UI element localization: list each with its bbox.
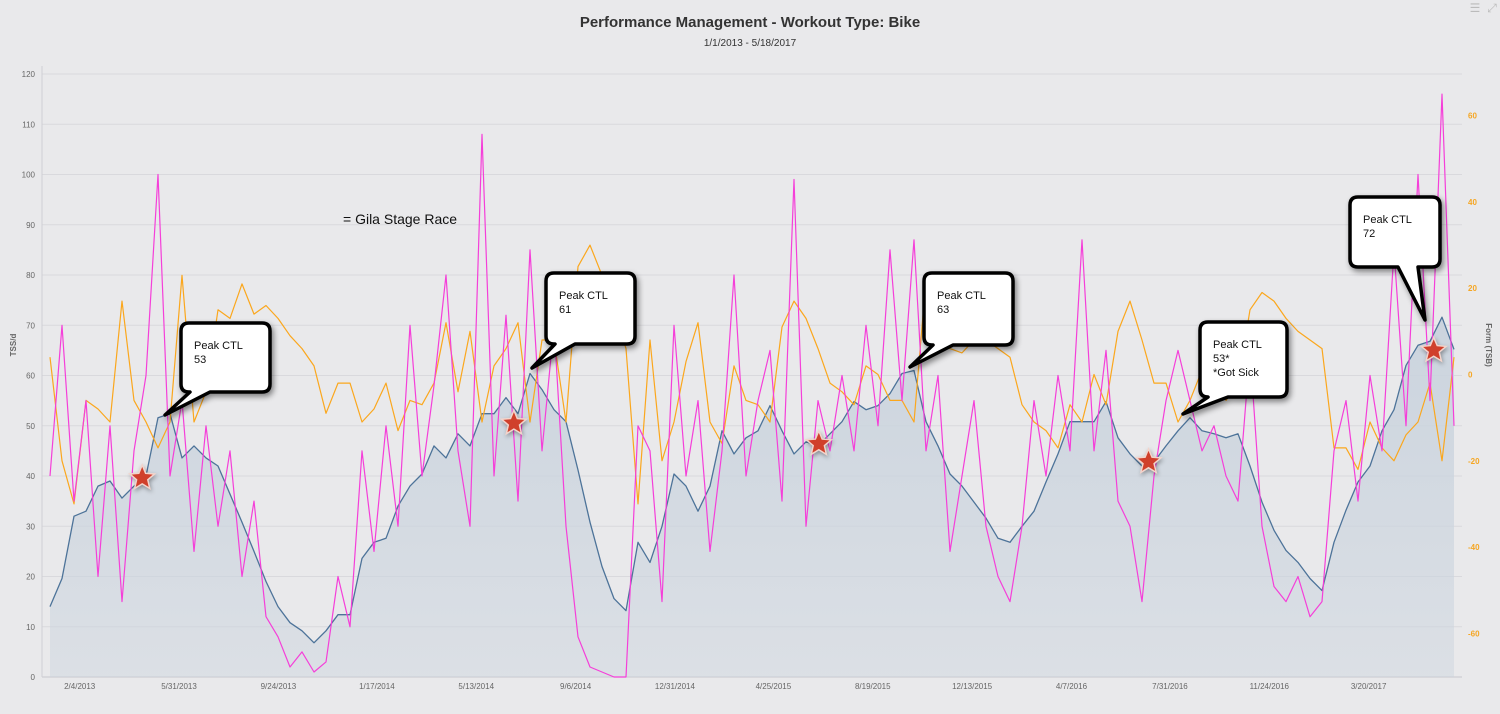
callout-text-line: Peak CTL xyxy=(1213,339,1262,351)
left-tick-label: 110 xyxy=(22,120,35,129)
star-marker xyxy=(1419,335,1448,363)
right-axis-title: Form (TSB) xyxy=(1484,323,1493,367)
right-tick-label: -20 xyxy=(1468,457,1480,466)
callout-text-line: Peak CTL xyxy=(937,290,986,302)
right-tick-label: -40 xyxy=(1468,543,1480,552)
star-marker xyxy=(1134,446,1163,474)
expand-icon[interactable]: ⤢ xyxy=(1487,1,1497,15)
x-tick-label: 1/17/2014 xyxy=(359,682,395,691)
gila-legend-note: = Gila Stage Race xyxy=(343,211,457,227)
chart-subtitle: 1/1/2013 - 5/18/2017 xyxy=(704,38,797,49)
peak-ctl-callout: Peak CTL 63 xyxy=(908,271,1015,369)
left-tick-label: 100 xyxy=(22,171,36,180)
left-tick-label: 20 xyxy=(26,573,35,582)
x-tick-label: 5/13/2014 xyxy=(458,682,494,691)
callout-bubble xyxy=(908,271,1015,369)
star-marker xyxy=(499,408,529,436)
x-tick-label: 3/20/2017 xyxy=(1351,682,1387,691)
star-marker xyxy=(804,428,834,456)
ctl-line xyxy=(49,316,1455,644)
callout-text-line: 53 xyxy=(194,354,206,366)
callouts-layer: Peak CTL 53 Peak CTL 61 Peak CTL 63 Peak CTL 53… xyxy=(163,195,1442,417)
callout-text-line: 72 xyxy=(1363,228,1375,240)
right-tick-label: -60 xyxy=(1468,629,1480,638)
right-tick-label: 20 xyxy=(1468,284,1477,293)
right-tick-label: 60 xyxy=(1468,112,1477,121)
x-tick-label: 12/13/2015 xyxy=(952,682,993,691)
callout-text-line: 61 xyxy=(559,304,571,316)
callout-text-line: 63 xyxy=(937,304,949,316)
x-tick-label: 11/24/2016 xyxy=(1250,682,1290,691)
x-tick-label: 7/31/2016 xyxy=(1152,682,1188,691)
series-layer xyxy=(49,93,1455,678)
left-tick-label: 60 xyxy=(26,372,35,381)
left-tick-label: 40 xyxy=(26,472,35,481)
left-tick-label: 10 xyxy=(26,623,35,632)
right-tick-label: 40 xyxy=(1468,198,1477,207)
left-tick-label: 120 xyxy=(22,70,36,79)
peak-ctl-callout: Peak CTL 61 xyxy=(530,271,637,370)
x-tick-label: 4/25/2015 xyxy=(756,682,792,691)
callout-bubble xyxy=(1181,320,1289,416)
x-tick-label: 9/6/2014 xyxy=(560,682,592,691)
star-marker xyxy=(127,463,157,491)
callout-text-line: 53* xyxy=(1213,353,1230,365)
right-axis-ticks: -60 -40 -20 0 20 40 60 xyxy=(1468,112,1480,639)
x-tick-label: 12/31/2014 xyxy=(655,682,696,691)
markers-layer xyxy=(127,335,1448,491)
callout-text-line: Peak CTL xyxy=(1363,214,1412,226)
left-tick-label: 80 xyxy=(26,271,35,280)
left-tick-label: 70 xyxy=(26,321,35,330)
callout-bubble xyxy=(1348,195,1442,322)
x-tick-label: 9/24/2013 xyxy=(261,682,297,691)
callout-text-line: Peak CTL xyxy=(194,340,243,352)
x-tick-label: 5/31/2013 xyxy=(161,682,197,691)
x-tick-label: 4/7/2016 xyxy=(1056,682,1088,691)
left-tick-label: 30 xyxy=(26,522,35,531)
chart-title: Performance Management - Workout Type: B… xyxy=(580,14,920,31)
callout-text-line: Peak CTL xyxy=(559,290,608,302)
left-axis-ticks: 0 10 20 30 40 50 60 70 80 90 100 110 120 xyxy=(22,70,36,682)
x-axis-ticks: 2/4/2013 5/31/2013 9/24/2013 1/17/2014 5/13/… xyxy=(64,682,1387,691)
peak-ctl-callout: Peak CTL 53 xyxy=(163,321,272,417)
callout-text-line: *Got Sick xyxy=(1213,367,1259,379)
callout-bubble xyxy=(163,321,272,417)
left-tick-label: 0 xyxy=(31,673,36,682)
hamburger-menu-icon[interactable]: ☰ xyxy=(1469,1,1481,15)
left-tick-label: 50 xyxy=(26,422,35,431)
tss-line xyxy=(49,93,1455,678)
x-tick-label: 8/19/2015 xyxy=(855,682,891,691)
x-tick-label: 2/4/2013 xyxy=(64,682,96,691)
left-axis-title: TSS/d xyxy=(9,334,18,357)
peak-ctl-callout: Peak CTL 72 xyxy=(1348,195,1442,322)
peak-ctl-callout: Peak CTL 53* *Got Sick xyxy=(1181,320,1289,416)
right-tick-label: 0 xyxy=(1468,371,1473,380)
left-tick-label: 90 xyxy=(26,221,35,230)
callout-bubble xyxy=(530,271,637,370)
